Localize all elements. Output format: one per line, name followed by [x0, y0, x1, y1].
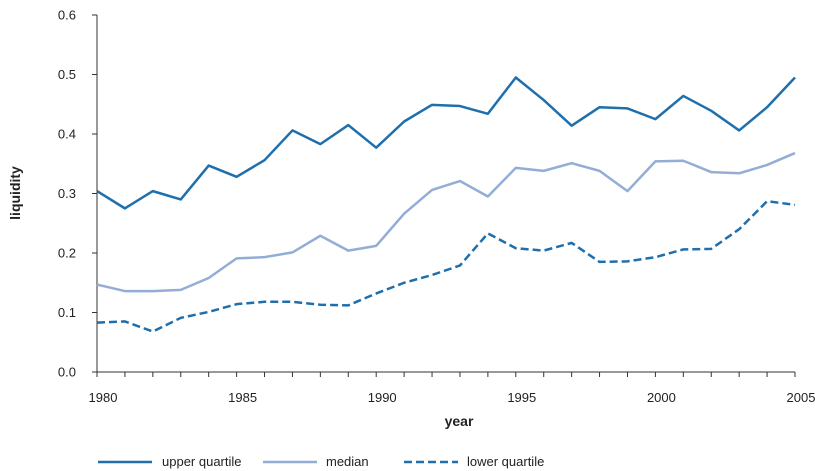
x-tick-label: 1990: [368, 390, 397, 405]
legend-label: upper quartile: [162, 454, 242, 469]
legend-label: lower quartile: [467, 454, 544, 469]
y-axis: 0.0 0.1 0.2 0.3 0.4 0.5 0.6: [58, 8, 98, 380]
x-tick-label: 2005: [787, 390, 815, 405]
y-tick-label: 0.6: [58, 8, 76, 23]
y-tick-label: 0.4: [58, 127, 76, 142]
x-axis: 1980 1985 1990 1995 2000 2005: [89, 371, 815, 405]
series-line-upper-quartile: [96, 76, 796, 210]
x-tick-label: 1980: [89, 390, 118, 405]
y-tick-label: 0.3: [58, 186, 76, 201]
legend-item: lower quartile: [404, 454, 544, 469]
y-tick-label: 0.1: [58, 305, 76, 320]
legend-label: median: [326, 454, 369, 469]
y-tick-label: 0.5: [58, 67, 76, 82]
x-tick-label: 2000: [647, 390, 676, 405]
y-axis-title: liquidity: [7, 166, 23, 220]
x-tick-label: 1995: [507, 390, 536, 405]
legend-item: median: [263, 454, 369, 469]
legend: upper quartile median lower quartile: [98, 454, 544, 469]
legend-item: upper quartile: [98, 454, 242, 469]
x-tick-label: 1985: [228, 390, 257, 405]
series-layer: [96, 76, 796, 333]
y-tick-label: 0.2: [58, 246, 76, 261]
series-line-lower-quartile: [96, 199, 796, 333]
x-axis-title: year: [445, 413, 474, 429]
y-tick-label: 0.0: [58, 365, 76, 380]
series-line-median: [96, 151, 796, 293]
